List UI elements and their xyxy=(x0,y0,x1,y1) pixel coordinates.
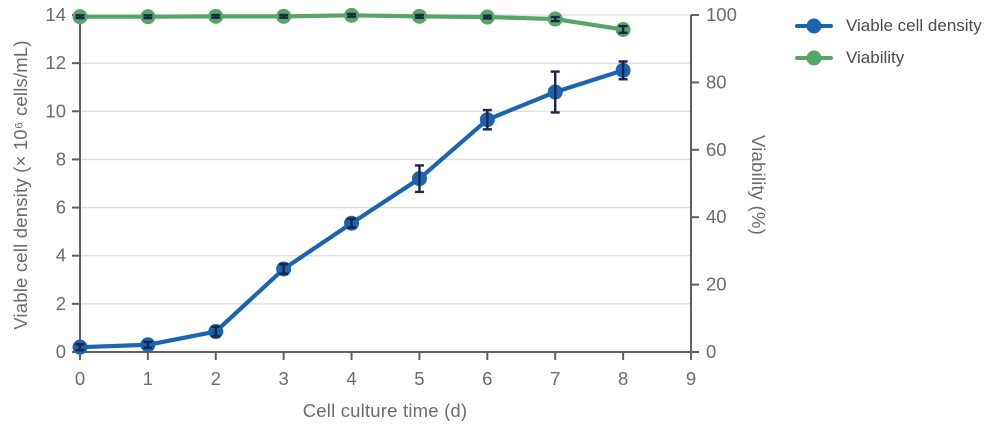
right-tick-label: 40 xyxy=(706,206,727,227)
x-tick-label: 5 xyxy=(414,368,424,389)
right-tick-label: 0 xyxy=(706,341,716,362)
x-tick-label: 7 xyxy=(550,368,560,389)
x-tick-label: 6 xyxy=(482,368,492,389)
right-tick-label: 60 xyxy=(706,139,727,160)
x-tick-label: 1 xyxy=(143,368,153,389)
right-tick-label: 20 xyxy=(706,274,727,295)
x-tick-label: 4 xyxy=(346,368,356,389)
x-axis-title: Cell culture time (d) xyxy=(302,400,468,421)
right-y-axis-title: Viability (%) xyxy=(748,135,769,235)
legend: Viable cell density Viability xyxy=(795,15,982,69)
x-tick-label: 9 xyxy=(686,368,696,389)
viable-cell-density-dot-icon xyxy=(806,18,822,34)
left-tick-label: 12 xyxy=(45,52,66,73)
legend-label-viable-cell-density: Viable cell density xyxy=(846,16,982,35)
viable-cell-density-line-marker-icon xyxy=(795,18,833,34)
left-tick-label: 6 xyxy=(56,197,66,218)
viability-line-marker-icon xyxy=(795,50,833,66)
legend-item-viability: Viability xyxy=(795,47,982,69)
left-tick-label: 2 xyxy=(56,293,66,314)
x-tick-label: 8 xyxy=(618,368,628,389)
x-tick-label: 0 xyxy=(75,368,85,389)
legend-label-viability: Viability xyxy=(846,48,905,67)
left-y-axis-title: Viable cell density (× 10⁶ cells/mL) xyxy=(10,40,31,330)
x-tick-label: 3 xyxy=(279,368,289,389)
left-tick-label: 10 xyxy=(45,100,66,121)
left-tick-label: 0 xyxy=(56,341,66,362)
x-tick-label: 2 xyxy=(211,368,221,389)
left-tick-label: 8 xyxy=(56,148,66,169)
right-tick-label: 100 xyxy=(706,4,737,25)
legend-item-viable-cell-density: Viable cell density xyxy=(795,15,982,37)
left-tick-label: 14 xyxy=(45,4,66,25)
viability-dot-icon xyxy=(806,50,822,66)
left-tick-label: 4 xyxy=(56,245,66,266)
right-tick-label: 80 xyxy=(706,71,727,92)
